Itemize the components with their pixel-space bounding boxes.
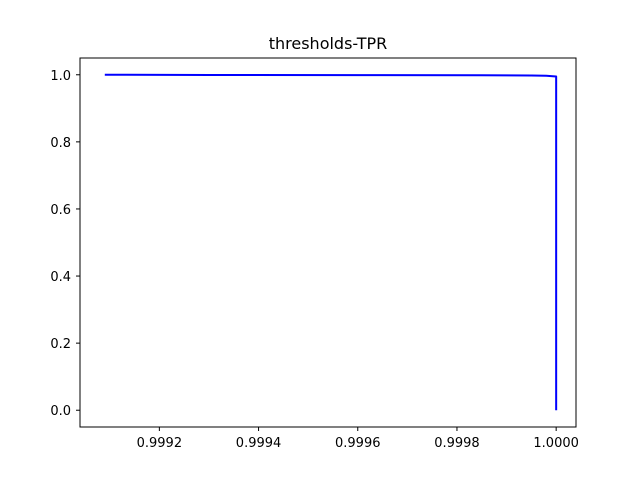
- plot-area: 0.9992 0.9994 0.9996 0.9998 1.0000 0.0 0.2 0.4 0…: [50, 57, 579, 451]
- series-line-0: [104, 73, 558, 411]
- x-tick-label: 0.9994: [236, 436, 282, 451]
- chart-title: thresholds-TPR: [269, 34, 388, 53]
- y-tick-label: 0.2: [50, 337, 71, 352]
- y-tick-label: 0.6: [50, 203, 71, 218]
- y-tick-label: 1.0: [50, 69, 71, 84]
- y-tick-label: 0.4: [50, 270, 71, 285]
- axes-frame: [79, 57, 577, 428]
- x-tick-label: 0.9996: [335, 436, 381, 451]
- y-tick-label: 0.0: [50, 404, 71, 419]
- x-tick-label: 0.9992: [137, 436, 183, 451]
- y-tick-label: 0.8: [50, 136, 71, 151]
- x-tick-label: 1.0000: [533, 436, 579, 451]
- x-tick-label: 0.9998: [434, 436, 480, 451]
